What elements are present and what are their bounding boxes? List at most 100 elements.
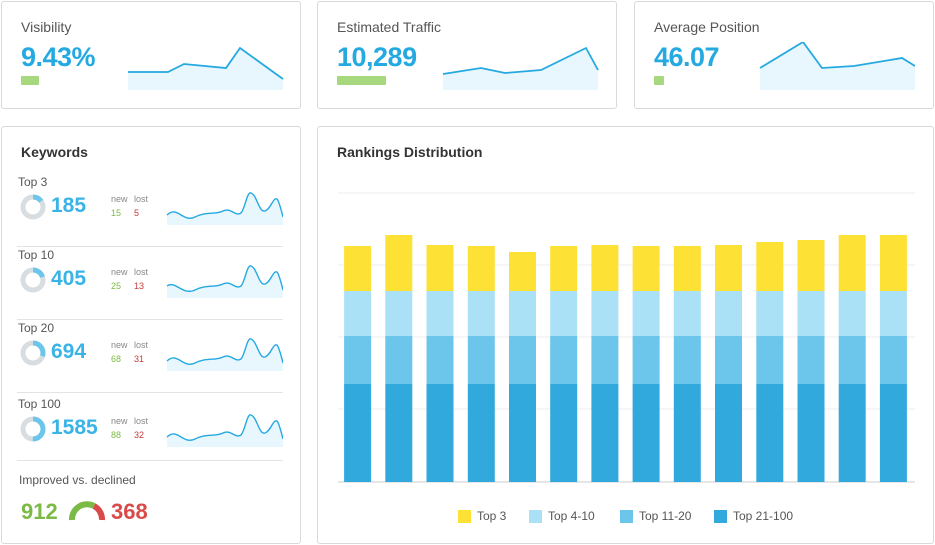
bar-segment[interactable] [838,384,866,482]
bar-segment[interactable] [715,384,742,482]
bar-segment[interactable] [426,245,454,291]
bar-segment[interactable] [632,246,660,291]
visibility-value: 9.43% [21,42,96,72]
bar-segment[interactable] [756,242,784,291]
bar-segment[interactable] [550,246,578,291]
visibility-card[interactable]: Visibility 9.43% [1,1,301,109]
bar-segment[interactable] [879,384,907,482]
bar-segment[interactable] [797,336,825,384]
gauge-icon [69,501,105,521]
new-label: new [111,194,128,204]
bar-segment[interactable] [756,291,784,336]
new-label: new [111,416,128,426]
bar-segment[interactable] [673,384,701,482]
donut-chart-icon [20,416,46,442]
bar-segment[interactable] [467,384,495,482]
legend-top21-100[interactable]: Top 21-100 [714,509,793,523]
keyword-row-top20[interactable]: Top 20 694 new lost 68 31 [17,321,283,393]
declined-count: 368 [111,499,148,524]
bar-segment[interactable] [838,291,866,336]
position-title: Average Position [654,19,760,35]
bar-segment[interactable] [591,245,619,291]
lost-count: 5 [134,208,140,218]
bar-segment[interactable] [509,384,536,482]
bar-segment[interactable] [591,291,619,336]
bar-segment[interactable] [879,291,907,336]
keywords-title: Keywords [21,144,88,160]
keyword-row-top3[interactable]: Top 3 185 new lost 15 5 [17,175,283,247]
position-card[interactable]: Average Position 46.07 [634,1,934,109]
position-bar [654,76,664,85]
new-count: 68 [111,354,122,364]
legend-swatch [458,509,471,523]
lost-count: 13 [134,281,145,291]
bar-segment[interactable] [591,384,619,482]
new-count: 25 [111,281,122,291]
bar-segment[interactable] [385,291,413,336]
bar-segment[interactable] [715,291,742,336]
bar-segment[interactable] [756,384,784,482]
position-value: 46.07 [654,42,720,72]
legend-label: Top 21-100 [733,509,794,523]
legend-swatch [620,509,633,523]
legend-top11-20[interactable]: Top 11-20 [620,509,691,523]
bar-segment[interactable] [385,235,413,291]
bar-segment[interactable] [509,291,536,336]
bar-segment[interactable] [426,336,454,384]
bar-segment[interactable] [344,336,372,384]
bar-segment[interactable] [879,336,907,384]
bar-segment[interactable] [426,384,454,482]
bar-segment[interactable] [632,384,660,482]
bar-segment[interactable] [344,291,372,336]
bar-segment[interactable] [838,235,866,291]
legend-top4-10[interactable]: Top 4-10 [529,509,595,523]
keyword-count: 694 [51,340,87,363]
bar-segment[interactable] [797,240,825,291]
lost-label: lost [134,194,149,204]
bar-segment[interactable] [632,291,660,336]
keyword-row-label: Top 3 [18,175,48,189]
bar-segment[interactable] [797,291,825,336]
bar-segment[interactable] [715,245,742,291]
keyword-row-top100[interactable]: Top 100 1585 new lost 88 32 [17,397,283,461]
bar-segment[interactable] [344,246,372,291]
legend-swatch [714,509,727,523]
traffic-value: 10,289 [337,42,417,72]
lost-label: lost [134,267,149,277]
rankings-title: Rankings Distribution [337,144,483,160]
lost-count: 31 [134,354,145,364]
bar-segment[interactable] [509,252,536,291]
bar-segment[interactable] [591,336,619,384]
donut-chart-icon [20,340,46,366]
bar-segment[interactable] [673,336,701,384]
traffic-bar [337,76,386,85]
bar-segment[interactable] [385,384,413,482]
keyword-row-top10[interactable]: Top 10 405 new lost 25 13 [17,248,283,320]
keyword-count: 405 [51,267,87,290]
bar-segment[interactable] [632,336,660,384]
bar-segment[interactable] [838,336,866,384]
traffic-sparkline [442,46,599,90]
bar-segment[interactable] [879,235,907,291]
visibility-bar [21,76,39,85]
bar-segment[interactable] [550,336,578,384]
bar-segment[interactable] [797,384,825,482]
bar-segment[interactable] [426,291,454,336]
bar-segment[interactable] [467,246,495,291]
keyword-count: 1585 [51,416,98,439]
bar-segment[interactable] [467,291,495,336]
bar-segment[interactable] [756,336,784,384]
bar-segment[interactable] [344,384,372,482]
bar-segment[interactable] [715,336,742,384]
keyword-row-label: Top 100 [18,397,61,411]
bar-segment[interactable] [550,291,578,336]
traffic-card[interactable]: Estimated Traffic 10,289 [317,1,617,109]
keyword-sparkline [166,265,283,298]
bar-segment[interactable] [467,336,495,384]
bar-segment[interactable] [509,336,536,384]
bar-segment[interactable] [673,291,701,336]
bar-segment[interactable] [673,246,701,291]
legend-top3[interactable]: Top 3 [458,509,506,523]
bar-segment[interactable] [550,384,578,482]
bar-segment[interactable] [385,336,413,384]
